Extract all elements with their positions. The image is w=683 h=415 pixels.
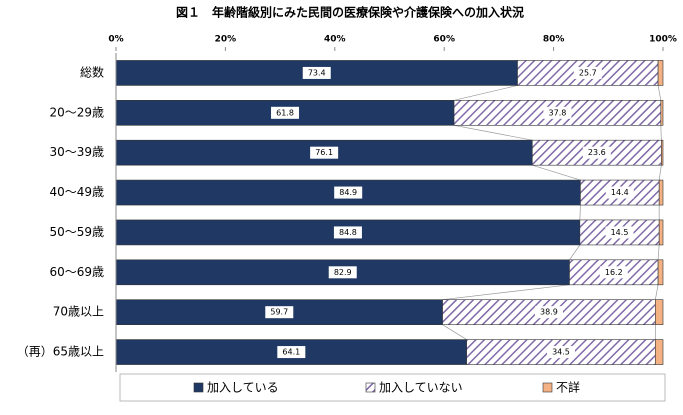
x-tick-label: 60% [433,35,455,45]
bar-segment [658,179,664,206]
connector-line [657,85,662,101]
bar-segment [660,100,664,126]
y-tick-label: 60～69歳 [49,265,104,279]
y-tick-label: 50～59歳 [49,225,104,239]
legend-swatch [365,382,376,393]
value-label-box [333,226,362,239]
value-label: 76.1 [315,148,333,157]
value-label: 64.1 [282,348,300,357]
connector-line [453,85,518,101]
value-label-box [543,106,572,119]
value-label-box [328,266,357,279]
value-label-box [582,146,611,159]
value-label-box [277,346,306,359]
x-tick-label: 20% [215,35,237,45]
y-tick-label: 20～29歳 [49,105,104,119]
x-tick-label: 80% [543,35,565,45]
connector-line [579,205,581,220]
legend-label: 加入している [207,381,279,395]
legend-label: 加入していない [379,381,463,395]
bar-segment [657,60,664,86]
legend-swatch [193,382,204,393]
value-label: 14.4 [611,188,629,197]
value-label: 61.8 [276,108,294,117]
legend-swatch [542,382,553,393]
value-label-box [271,106,300,119]
bar-segment [661,139,664,166]
value-label-box [302,66,331,79]
value-label-box [599,266,628,279]
value-label: 38.9 [540,308,558,317]
y-tick-label: 40～49歳 [49,185,104,199]
value-label: 59.7 [270,308,288,317]
value-label-box [265,306,294,319]
y-tick-label: 70歳以上 [53,305,104,319]
connector-line [532,164,581,181]
connector-line [442,324,467,340]
value-label: 25.7 [579,68,597,77]
connector-line [658,165,662,181]
legend-box [119,373,666,402]
y-tick-label: 総数 [80,64,104,79]
legend-label: 不詳 [556,380,580,395]
bar-segment [655,339,664,365]
x-tick-label: 0% [108,35,123,45]
value-label: 73.4 [308,68,326,77]
value-label-box [546,346,575,359]
value-label: 84.8 [339,228,357,237]
bar-segment [655,299,664,325]
value-label-box [334,186,363,199]
bar-segment [453,100,662,126]
value-label: 37.8 [549,108,567,117]
value-label: 34.5 [552,348,570,357]
connector-line [657,244,660,260]
value-label: 84.9 [339,188,357,197]
value-label-box [605,226,634,239]
value-label: 16.2 [605,268,623,277]
x-tick-label: 100% [649,35,677,45]
connector-line [654,284,659,300]
y-tick-label: （再）65歳以上 [17,345,104,359]
bar-segment [657,259,664,286]
bar-segment [658,219,664,246]
value-label-box [605,186,634,199]
connector-line [660,125,662,141]
chart-title: 図１ 年齢階級別にみた民間の医療保険や介護保険への加入状況 [176,5,524,20]
value-label-box [310,146,339,159]
value-label-box [534,306,563,319]
value-label-box [573,66,602,79]
connector-line [453,124,533,141]
y-tick-label: 30～39歳 [49,145,104,159]
connector-line [442,284,570,301]
value-label: 14.5 [611,228,629,237]
x-tick-label: 40% [324,35,346,45]
value-label: 23.6 [588,148,606,157]
connector-line [569,244,581,261]
value-label: 82.9 [334,268,352,277]
